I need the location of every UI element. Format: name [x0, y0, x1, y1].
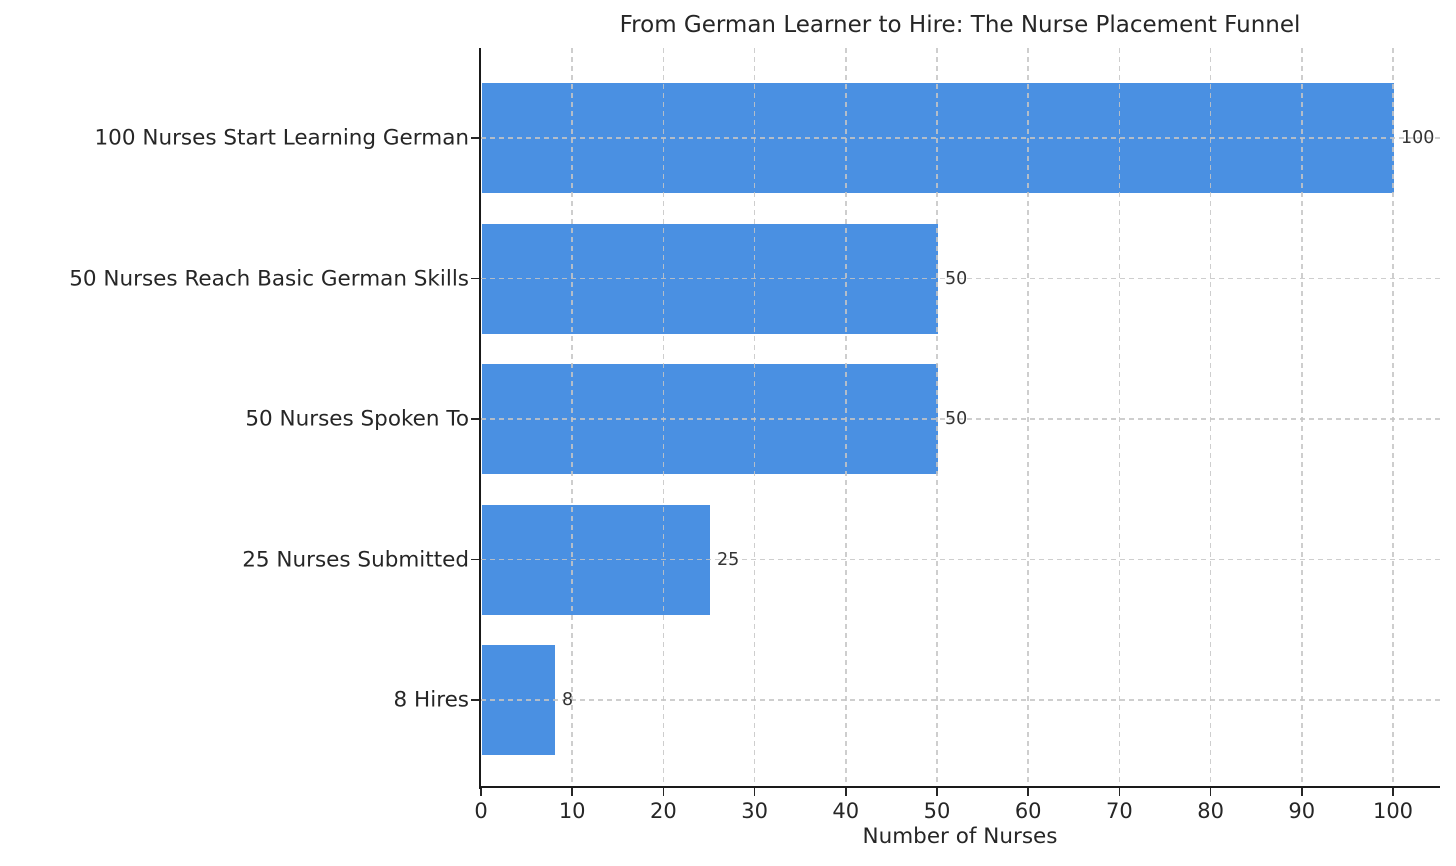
x-tick-mark: [571, 788, 573, 796]
x-tick-label: 60: [1014, 799, 1042, 823]
y-tick-label: 25 Nurses Submitted: [242, 547, 469, 572]
gridline-vertical: [571, 48, 573, 787]
gridline-horizontal: [481, 699, 1440, 701]
y-tick-label: 100 Nurses Start Learning German: [94, 125, 469, 151]
bar-value-label: 8: [561, 690, 574, 710]
y-tick-mark: [471, 699, 479, 701]
y-tick-label: 50 Nurses Reach Basic German Skills: [69, 266, 469, 291]
x-axis-label: Number of Nurses: [862, 824, 1058, 849]
x-tick-label: 100: [1372, 799, 1414, 823]
bar-value-label: 25: [717, 549, 740, 570]
chart-title: From German Learner to Hire: The Nurse P…: [619, 12, 1301, 38]
x-tick-label: 0: [474, 799, 488, 823]
x-tick-label: 40: [832, 799, 860, 823]
x-tick-label: 90: [1288, 799, 1316, 823]
gridline-horizontal: [481, 558, 1440, 561]
gridline-vertical: [845, 48, 847, 787]
gridline-vertical: [1118, 48, 1121, 787]
y-tick-mark: [471, 277, 479, 280]
x-tick-label: 20: [650, 799, 677, 823]
gridline-horizontal: [481, 418, 1440, 420]
x-tick-mark: [662, 788, 665, 796]
x-tick-mark: [1301, 788, 1303, 796]
bar-value-label: 50: [945, 268, 968, 289]
x-tick-mark: [1118, 788, 1121, 796]
x-tick-mark: [1209, 788, 1212, 796]
x-tick-label: 50: [923, 799, 951, 823]
y-tick-mark: [471, 137, 479, 139]
gridline-horizontal: [481, 137, 1440, 139]
x-tick-label: 80: [1197, 799, 1224, 823]
x-tick-mark: [845, 788, 847, 796]
gridline-vertical: [753, 48, 756, 787]
x-tick-mark: [936, 788, 938, 796]
gridline-vertical: [936, 48, 938, 787]
x-axis-spine: [479, 786, 1440, 788]
x-tick-mark: [753, 788, 756, 796]
y-tick-mark: [471, 558, 479, 561]
x-tick-mark: [1027, 788, 1029, 796]
x-tick-mark: [480, 788, 482, 796]
x-tick-mark: [1392, 788, 1394, 796]
bar-value-label: 50: [945, 409, 968, 429]
gridline-vertical: [1392, 48, 1394, 787]
y-tick-label: 50 Nurses Spoken To: [245, 406, 469, 432]
gridline-horizontal: [481, 277, 1440, 280]
gridline-vertical: [1027, 48, 1029, 787]
gridline-vertical: [1301, 48, 1303, 787]
y-tick-mark: [471, 418, 479, 420]
x-tick-label: 70: [1106, 799, 1133, 823]
x-tick-label: 30: [741, 799, 768, 823]
bar-value-label: 100: [1401, 128, 1435, 148]
gridline-vertical: [662, 48, 665, 787]
gridline-vertical: [1209, 48, 1212, 787]
y-axis-spine: [479, 48, 481, 789]
x-tick-label: 10: [558, 799, 586, 823]
y-tick-label: 8 Hires: [393, 687, 469, 713]
